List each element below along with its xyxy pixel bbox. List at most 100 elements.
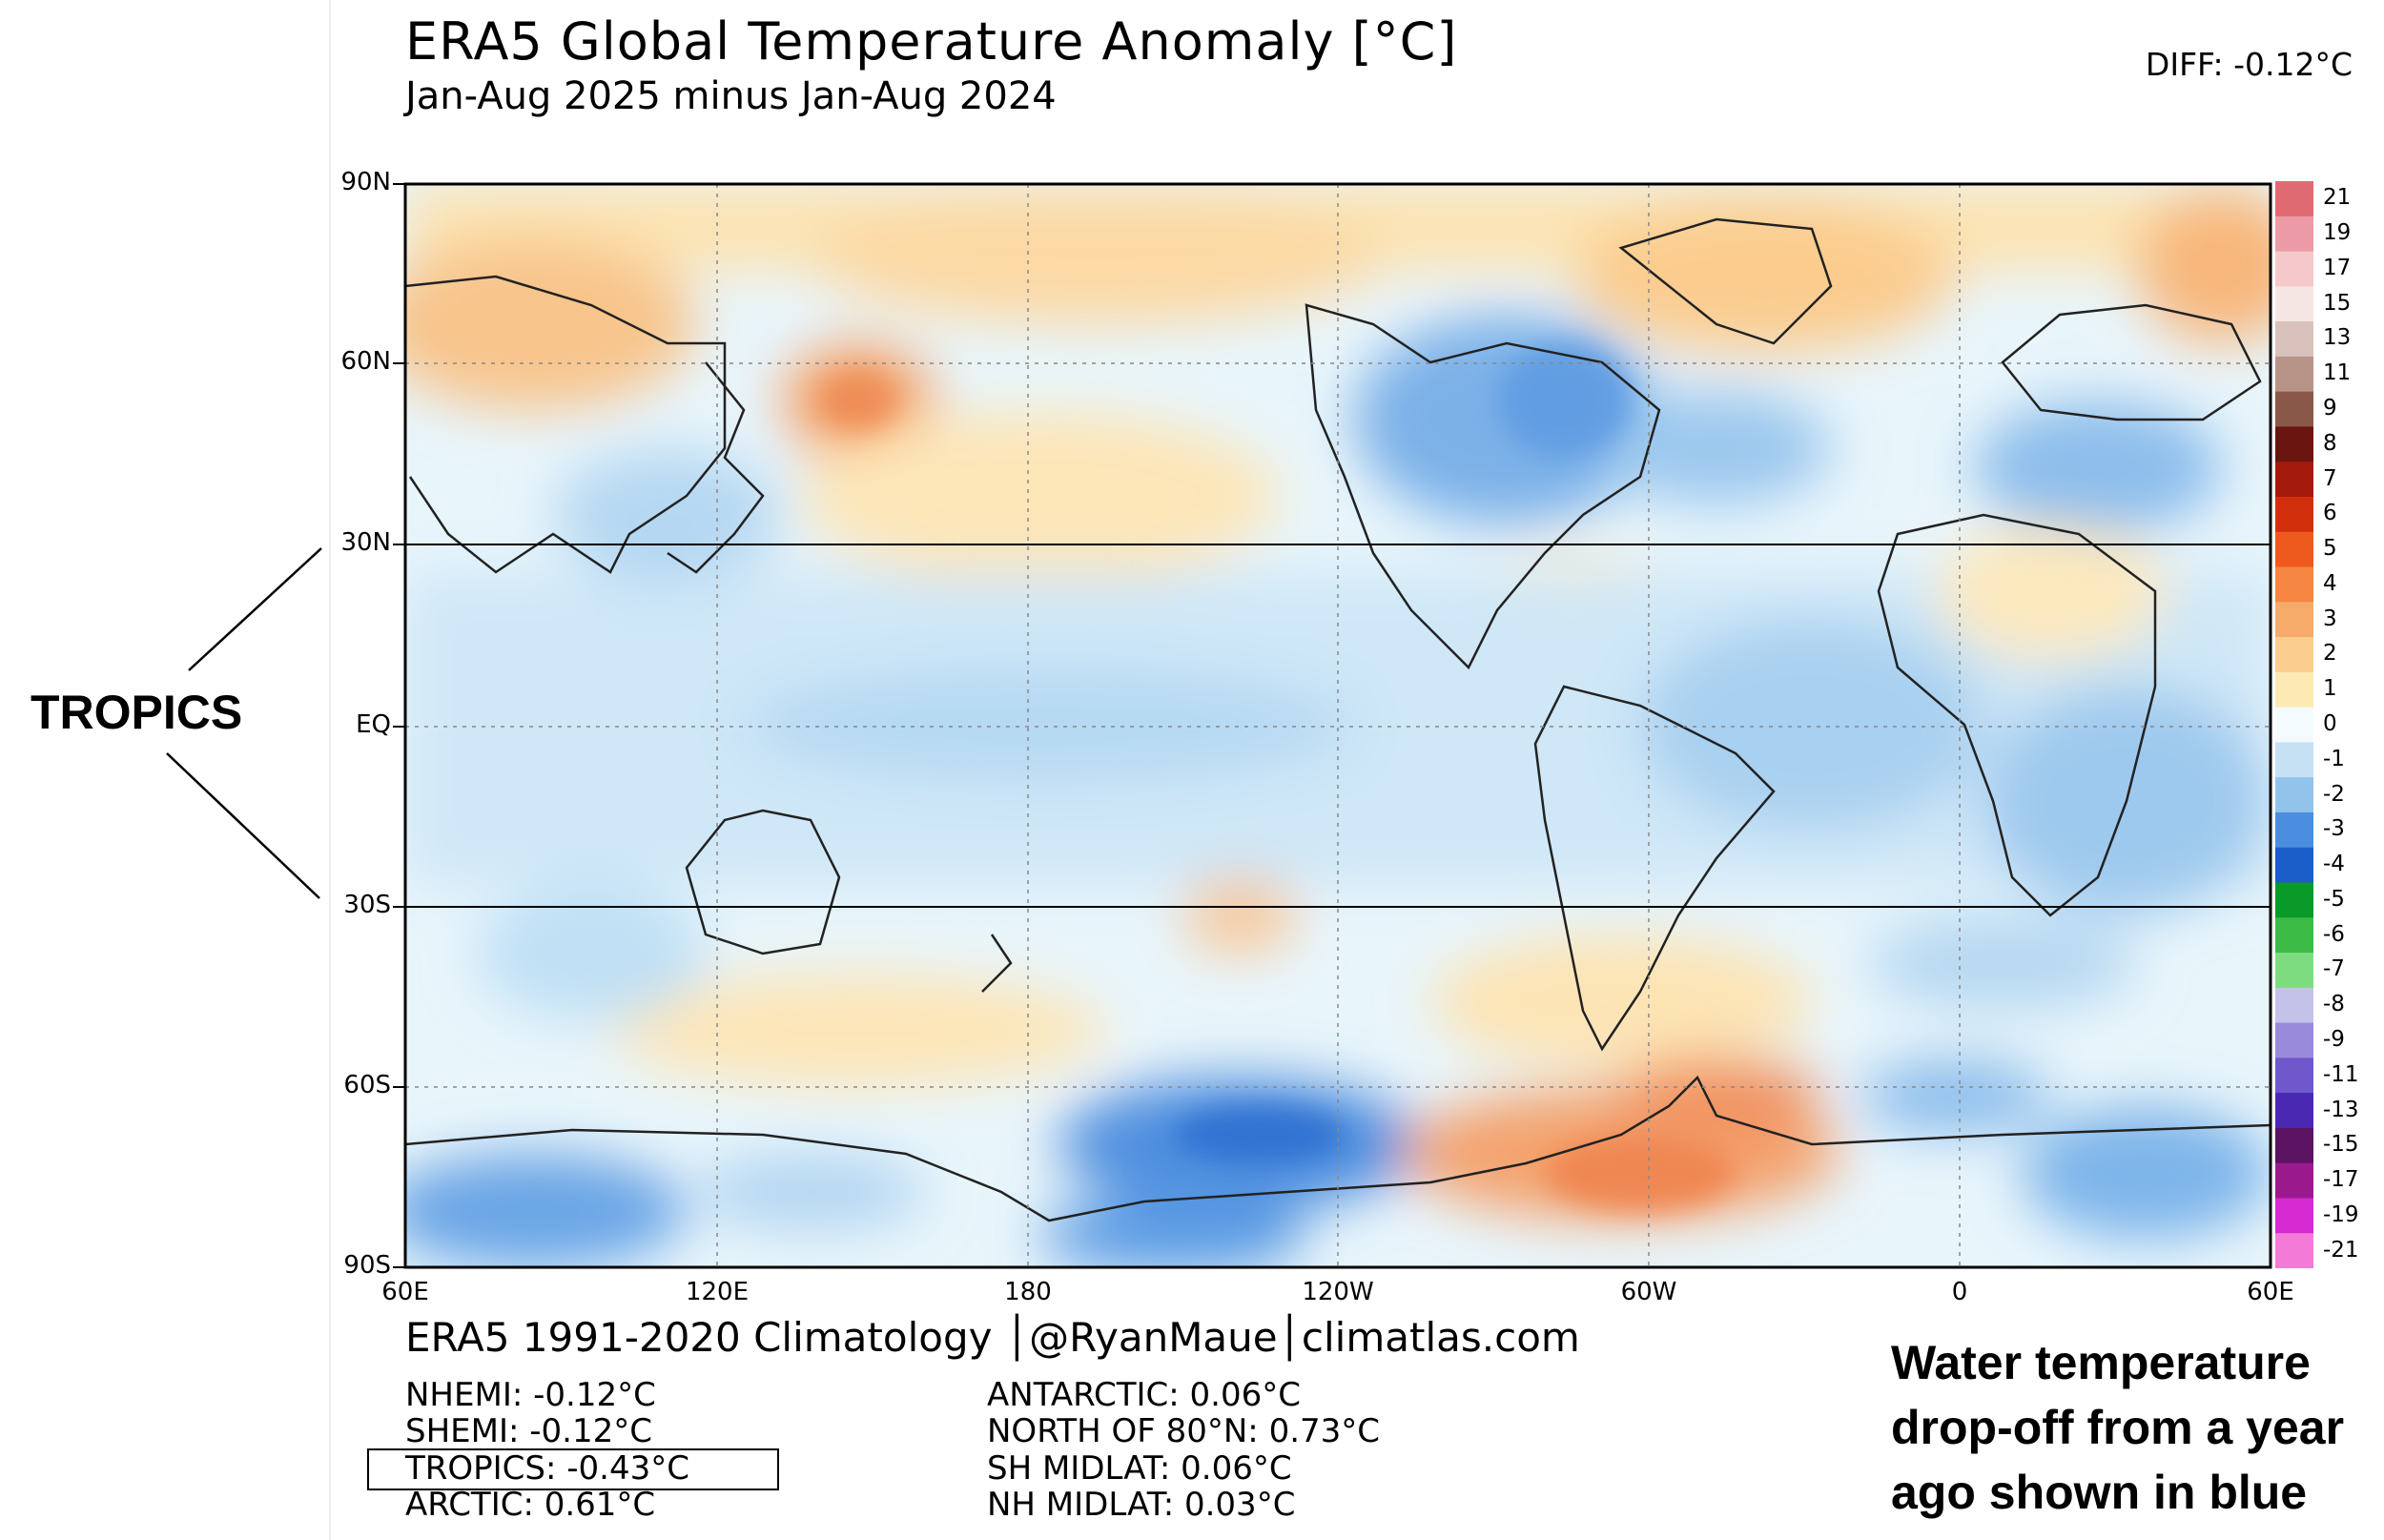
colorbar-tick-label: -8 <box>2323 992 2345 1017</box>
lat-label: 60S <box>343 1071 391 1099</box>
colorbar-swatch <box>2275 1162 2313 1199</box>
lat-label: EQ <box>356 710 391 739</box>
lon-label: 60E <box>2247 1278 2294 1306</box>
colorbar-swatch <box>2275 671 2313 708</box>
note-line: Water temperature <box>1891 1336 2311 1389</box>
colorbar-tick-label: -15 <box>2323 1132 2359 1158</box>
colorbar-swatch <box>2275 742 2313 778</box>
colorbar-tick-label: -17 <box>2323 1167 2359 1193</box>
colorbar-swatch <box>2275 566 2313 603</box>
annotation-note: Water temperature drop-off from a year a… <box>1891 1330 2377 1525</box>
colorbar-swatch <box>2275 1093 2313 1129</box>
tropics-pointer-top <box>188 547 322 671</box>
colorbar-tick-label: 4 <box>2323 570 2337 596</box>
global-diff-readout: DIFF: -0.12°C <box>2145 46 2353 83</box>
colorbar-tick-label: -3 <box>2323 816 2345 842</box>
colorbar-tick-label: 7 <box>2323 465 2337 491</box>
stat-antarctic: ANTARCTIC: 0.06°C <box>987 1376 1301 1414</box>
colorbar-swatch <box>2275 1198 2313 1234</box>
colorbar-tick-label: 2 <box>2323 641 2337 667</box>
colorbar-swatch <box>2275 496 2313 533</box>
colorbar-tick-label: -7 <box>2323 956 2345 982</box>
colorbar-swatch <box>2275 1233 2313 1268</box>
climatology-credit: ERA5 1991-2020 Climatology │@RyanMaue│cl… <box>405 1314 1580 1361</box>
colorbar-swatch <box>2275 953 2313 989</box>
colorbar-tick-label: -4 <box>2323 852 2345 877</box>
colorbar-swatch <box>2275 707 2313 743</box>
lon-label: 60E <box>381 1278 429 1306</box>
colorbar-swatch <box>2275 917 2313 954</box>
lat-label: 90S <box>343 1251 391 1280</box>
colorbar-tick-label: 17 <box>2323 255 2352 280</box>
colorbar-tick-label: -11 <box>2323 1061 2359 1087</box>
colorbar-tick-label: -9 <box>2323 1026 2345 1052</box>
colorbar-tick-label: 8 <box>2323 430 2337 456</box>
tropics-pointer-bottom <box>166 752 320 899</box>
lat-label: 90N <box>340 168 391 196</box>
colorbar-swatch <box>2275 882 2313 918</box>
colorbar-tick-label: -5 <box>2323 886 2345 912</box>
colorbar-swatch <box>2275 216 2313 253</box>
lon-label: 0 <box>1951 1278 1968 1306</box>
colorbar-tick-label: 6 <box>2323 501 2337 526</box>
lon-label: 120W <box>1302 1278 1374 1306</box>
colorbar-swatch <box>2275 321 2313 358</box>
colorbar-tick-label: 13 <box>2323 325 2352 351</box>
stat-north-of-80: NORTH OF 80°N: 0.73°C <box>987 1412 1381 1450</box>
colorbar-tick-label: -1 <box>2323 746 2345 771</box>
note-line: drop-off from a year <box>1891 1401 2345 1454</box>
stat-nh-midlat: NH MIDLAT: 0.03°C <box>987 1486 1296 1524</box>
colorbar-swatch <box>2275 637 2313 673</box>
lat-label: 30N <box>340 528 391 557</box>
colorbar-swatch <box>2275 181 2313 217</box>
colorbar-swatch <box>2275 987 2313 1024</box>
colorbar-swatch <box>2275 811 2313 849</box>
colorbar-tick-label: 3 <box>2323 606 2337 631</box>
colorbar-tick-label: -13 <box>2323 1097 2359 1122</box>
colorbar-tick-label: 9 <box>2323 396 2337 421</box>
colorbar-tick-label: 19 <box>2323 220 2352 246</box>
colorbar-swatch <box>2275 391 2313 427</box>
colorbar-tick-label: 1 <box>2323 676 2337 702</box>
lon-label: 60W <box>1620 1278 1677 1306</box>
tropics-highlight-box <box>367 1448 779 1490</box>
stat-nhemi: NHEMI: -0.12°C <box>405 1376 656 1414</box>
colorbar-swatch <box>2275 251 2313 287</box>
page-divider <box>329 0 331 1540</box>
stat-shemi: SHEMI: -0.12°C <box>405 1412 652 1450</box>
colorbar-swatch <box>2275 426 2313 462</box>
stat-tropics: TROPICS: -0.43°C <box>405 1449 689 1488</box>
colorbar-swatch <box>2275 847 2313 883</box>
lon-label: 120E <box>685 1278 750 1306</box>
graticule <box>405 184 2271 1267</box>
note-line: ago shown in blue <box>1891 1466 2308 1519</box>
colorbar-tick-label: 11 <box>2323 360 2352 386</box>
anomaly-field <box>405 184 2271 1267</box>
map-title: ERA5 Global Temperature Anomaly [°C] <box>405 11 1458 72</box>
colorbar-swatch <box>2275 1022 2313 1058</box>
tropics-side-label: TROPICS <box>31 686 243 739</box>
lon-label: 180 <box>1004 1278 1052 1306</box>
colorbar-swatch <box>2275 777 2313 813</box>
colorbar <box>2275 181 2313 1268</box>
colorbar-swatch <box>2275 1127 2313 1164</box>
stat-sh-midlat: SH MIDLAT: 0.06°C <box>987 1449 1292 1488</box>
colorbar-tick-label: -6 <box>2323 921 2345 947</box>
colorbar-tick-label: -2 <box>2323 781 2345 807</box>
colorbar-swatch <box>2275 1057 2313 1094</box>
colorbar-tick-label: 0 <box>2323 711 2337 736</box>
colorbar-swatch <box>2275 286 2313 322</box>
map-subtitle: Jan-Aug 2025 minus Jan-Aug 2024 <box>405 74 1057 118</box>
colorbar-swatch <box>2275 531 2313 568</box>
lat-label: 60N <box>340 347 391 376</box>
lat-label: 30S <box>343 891 391 919</box>
colorbar-swatch <box>2275 356 2313 393</box>
colorbar-tick-label: 21 <box>2323 185 2352 211</box>
stat-arctic: ARCTIC: 0.61°C <box>405 1486 656 1524</box>
colorbar-swatch <box>2275 462 2313 498</box>
colorbar-tick-label: -19 <box>2323 1201 2359 1227</box>
colorbar-swatch <box>2275 602 2313 638</box>
colorbar-tick-label: 5 <box>2323 536 2337 562</box>
colorbar-tick-label: 15 <box>2323 290 2352 316</box>
